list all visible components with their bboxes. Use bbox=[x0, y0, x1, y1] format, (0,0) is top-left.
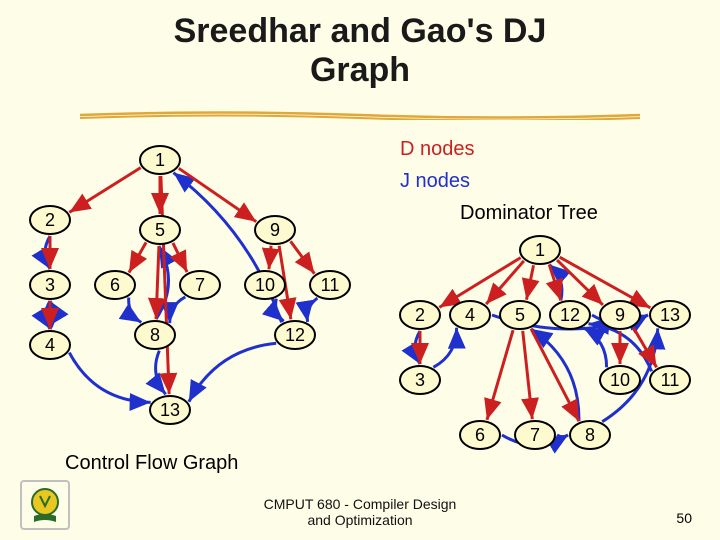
title-line1: Sreedhar and Gao's DJ bbox=[174, 12, 547, 50]
d-edge bbox=[487, 330, 513, 420]
graph-node-label: 1 bbox=[155, 150, 165, 170]
graph-node-label: 4 bbox=[45, 335, 55, 355]
dominator-tree-graph: 12451291331011678 bbox=[390, 225, 710, 475]
d-edge bbox=[269, 246, 271, 270]
d-edge bbox=[69, 168, 140, 213]
graph-node-label: 8 bbox=[585, 425, 595, 445]
graph-node-label: 12 bbox=[285, 325, 305, 345]
graph-node-label: 10 bbox=[610, 370, 630, 390]
graph-node-label: 7 bbox=[530, 425, 540, 445]
title-line2: Graph bbox=[310, 51, 410, 89]
legend-d-nodes: D nodes bbox=[400, 138, 475, 161]
d-edge bbox=[439, 258, 520, 308]
d-edge bbox=[173, 243, 187, 272]
d-edge bbox=[526, 265, 533, 299]
j-edge bbox=[189, 343, 276, 402]
graph-node-label: 11 bbox=[661, 370, 680, 390]
j-edge bbox=[156, 351, 166, 395]
graph-node-label: 13 bbox=[160, 400, 180, 420]
d-edge bbox=[129, 242, 146, 272]
cfg-graph: 12593671011481213 bbox=[20, 130, 380, 450]
graph-node-label: 1 bbox=[535, 240, 545, 260]
d-edge bbox=[156, 246, 159, 319]
j-edge bbox=[583, 328, 606, 368]
graph-node-label: 9 bbox=[270, 220, 280, 240]
graph-node-label: 13 bbox=[660, 305, 680, 325]
graph-node-label: 12 bbox=[560, 305, 580, 325]
graph-node-label: 6 bbox=[475, 425, 485, 445]
d-edge bbox=[523, 331, 533, 419]
graph-node-label: 5 bbox=[155, 220, 165, 240]
d-edge bbox=[291, 241, 315, 273]
university-logo bbox=[20, 480, 70, 530]
graph-node-label: 3 bbox=[45, 275, 55, 295]
graph-node-label: 4 bbox=[465, 305, 475, 325]
graph-node-label: 2 bbox=[45, 210, 55, 230]
graph-node-label: 6 bbox=[110, 275, 120, 295]
graph-node-label: 10 bbox=[255, 275, 275, 295]
graph-node-label: 11 bbox=[321, 275, 340, 295]
j-edge bbox=[307, 298, 317, 322]
footer-text: CMPUT 680 - Compiler Design and Optimiza… bbox=[264, 496, 457, 528]
graph-node-label: 3 bbox=[415, 370, 425, 390]
graph-node-label: 5 bbox=[515, 305, 525, 325]
title-underline bbox=[80, 110, 640, 120]
graph-node-label: 2 bbox=[415, 305, 425, 325]
graph-node-label: 8 bbox=[150, 325, 160, 345]
j-edge bbox=[129, 297, 142, 322]
graph-node-label: 9 bbox=[615, 305, 625, 325]
label-dominator-tree: Dominator Tree bbox=[460, 202, 598, 225]
legend-j-nodes: J nodes bbox=[400, 170, 470, 193]
j-edge bbox=[557, 435, 568, 437]
label-cfg: Control Flow Graph bbox=[65, 452, 238, 475]
j-edge bbox=[433, 328, 456, 368]
j-edge bbox=[170, 297, 186, 323]
j-edge bbox=[69, 353, 150, 403]
slide-number: 50 bbox=[676, 510, 692, 526]
graph-node-label: 7 bbox=[195, 275, 205, 295]
